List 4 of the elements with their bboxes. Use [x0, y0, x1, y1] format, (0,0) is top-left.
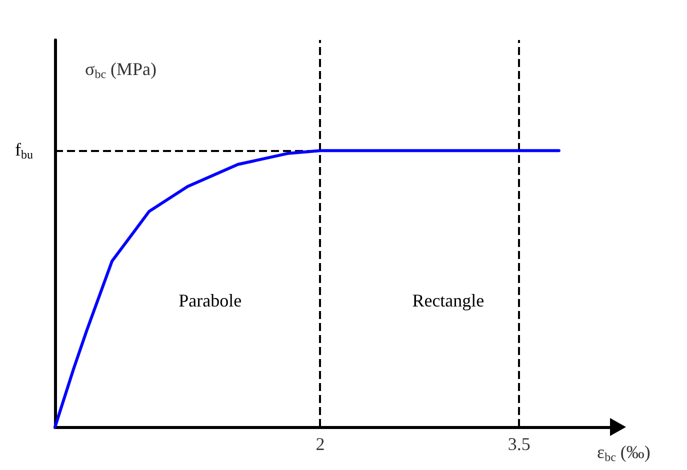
- x-tick-label: 2: [316, 434, 325, 454]
- annotation: Rectangle: [412, 290, 484, 310]
- annotation: Parabole: [178, 290, 242, 310]
- x-tick-label: 3.5: [508, 434, 530, 454]
